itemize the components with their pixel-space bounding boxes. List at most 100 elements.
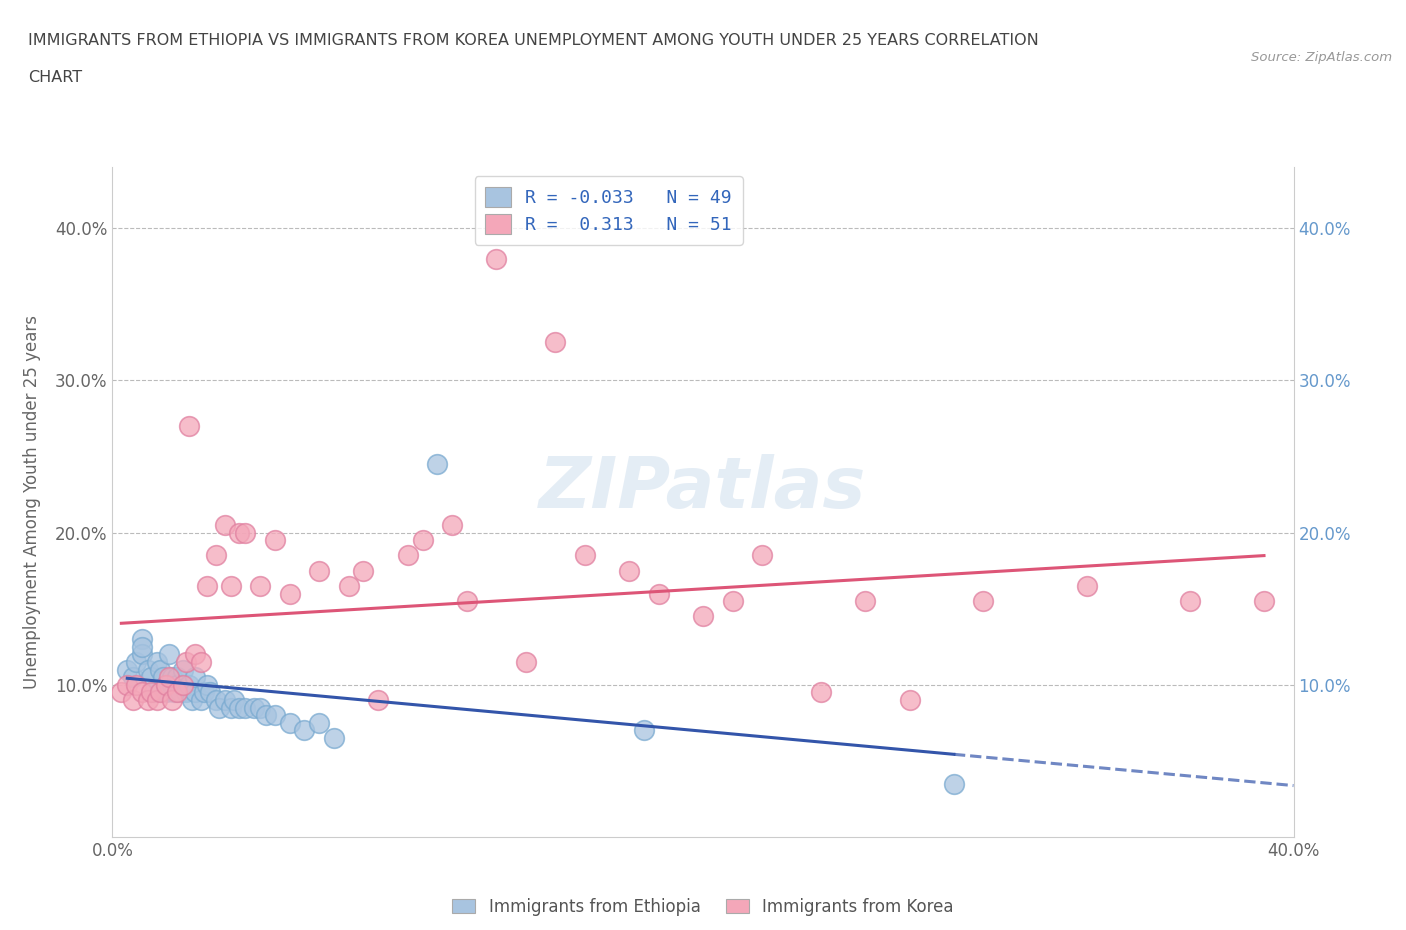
Point — [426, 457, 449, 472]
Point — [166, 670, 188, 684]
Point — [810, 685, 832, 700]
Point — [973, 593, 995, 608]
Point — [160, 693, 183, 708]
Point — [243, 700, 266, 715]
Point — [352, 564, 374, 578]
Point — [155, 677, 177, 692]
Point — [190, 693, 212, 708]
Point — [264, 708, 287, 723]
Point — [146, 693, 169, 708]
Point — [136, 693, 159, 708]
Point — [131, 647, 153, 662]
Point — [152, 670, 174, 684]
Point — [122, 693, 145, 708]
Legend: Immigrants from Ethiopia, Immigrants from Korea: Immigrants from Ethiopia, Immigrants fro… — [446, 891, 960, 923]
Point — [195, 578, 218, 593]
Point — [149, 685, 172, 700]
Point — [411, 533, 433, 548]
Point — [228, 700, 250, 715]
Point — [184, 670, 207, 684]
Point — [249, 578, 271, 593]
Point — [139, 685, 162, 700]
Point — [205, 693, 228, 708]
Point — [323, 731, 346, 746]
Point — [160, 677, 183, 692]
Point — [208, 700, 231, 715]
Point — [214, 518, 236, 533]
Point — [633, 723, 655, 737]
Point — [198, 685, 221, 700]
Point — [278, 715, 301, 730]
Point — [160, 670, 183, 684]
Point — [122, 670, 145, 684]
Point — [169, 685, 191, 700]
Point — [1178, 593, 1201, 608]
Point — [136, 662, 159, 677]
Point — [157, 647, 180, 662]
Point — [179, 418, 201, 433]
Point — [157, 670, 180, 684]
Point — [692, 609, 714, 624]
Point — [647, 586, 671, 601]
Point — [219, 578, 242, 593]
Text: IMMIGRANTS FROM ETHIOPIA VS IMMIGRANTS FROM KOREA UNEMPLOYMENT AMONG YOUTH UNDER: IMMIGRANTS FROM ETHIOPIA VS IMMIGRANTS F… — [28, 33, 1039, 47]
Text: ZIPatlas: ZIPatlas — [540, 455, 866, 524]
Point — [149, 662, 172, 677]
Point — [249, 700, 271, 715]
Point — [264, 533, 287, 548]
Point — [441, 518, 464, 533]
Point — [544, 335, 567, 350]
Point — [574, 548, 596, 563]
Point — [233, 700, 256, 715]
Point — [942, 777, 965, 791]
Point — [193, 685, 215, 700]
Point — [278, 586, 301, 601]
Point — [179, 677, 201, 692]
Point — [184, 647, 207, 662]
Point — [292, 723, 315, 737]
Point — [155, 677, 177, 692]
Point — [1076, 578, 1098, 593]
Point — [125, 677, 148, 692]
Point — [142, 685, 165, 700]
Point — [139, 670, 162, 684]
Point — [1253, 593, 1275, 608]
Point — [110, 685, 132, 700]
Point — [228, 525, 250, 540]
Point — [721, 593, 744, 608]
Text: Source: ZipAtlas.com: Source: ZipAtlas.com — [1251, 51, 1392, 64]
Point — [190, 655, 212, 670]
Point — [308, 715, 330, 730]
Point — [195, 677, 218, 692]
Point — [214, 693, 236, 708]
Point — [308, 564, 330, 578]
Point — [396, 548, 419, 563]
Point — [172, 677, 194, 692]
Point — [233, 525, 256, 540]
Point — [131, 639, 153, 654]
Text: CHART: CHART — [28, 70, 82, 85]
Point — [205, 548, 228, 563]
Point — [219, 700, 242, 715]
Point — [117, 677, 138, 692]
Point — [181, 693, 204, 708]
Point — [485, 251, 508, 266]
Point — [166, 685, 188, 700]
Point — [131, 685, 153, 700]
Point — [172, 662, 194, 677]
Point — [166, 677, 188, 692]
Point — [174, 655, 197, 670]
Point — [222, 693, 245, 708]
Point — [174, 685, 197, 700]
Point — [898, 693, 921, 708]
Y-axis label: Unemployment Among Youth under 25 years: Unemployment Among Youth under 25 years — [24, 315, 41, 689]
Point — [117, 662, 138, 677]
Point — [146, 655, 169, 670]
Point — [456, 593, 478, 608]
Point — [131, 631, 153, 646]
Point — [751, 548, 773, 563]
Point — [855, 593, 877, 608]
Point — [337, 578, 360, 593]
Point — [619, 564, 641, 578]
Point — [163, 685, 186, 700]
